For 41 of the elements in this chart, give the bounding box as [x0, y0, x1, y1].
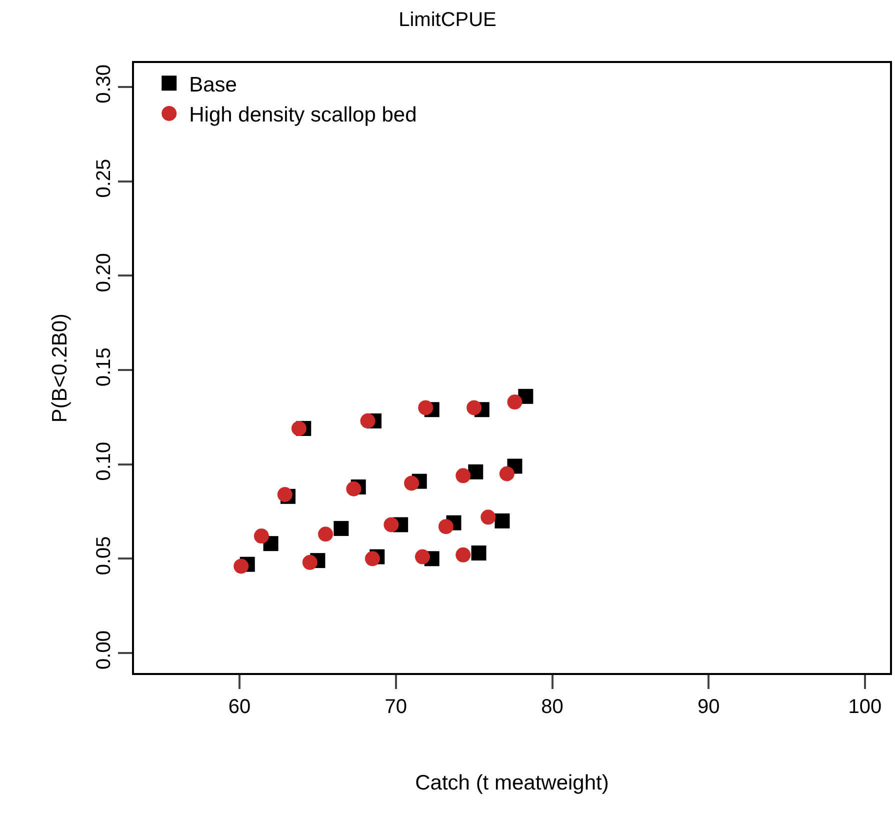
x-axis-title: Catch (t meatweight) [415, 772, 609, 795]
legend-label: Base [189, 73, 237, 96]
point [254, 528, 269, 544]
point [418, 400, 434, 416]
point [499, 466, 514, 482]
point [507, 394, 522, 410]
point [234, 558, 249, 574]
point [318, 526, 334, 542]
point [346, 481, 362, 496]
y-tick-label: 0.30 [93, 64, 115, 104]
x-tick-label: 100 [848, 696, 882, 718]
point [468, 464, 484, 480]
legend-label: High density scallop bed [189, 104, 417, 127]
y-tick-label: 0.05 [93, 536, 115, 576]
point [364, 551, 380, 566]
point [384, 517, 399, 532]
point [404, 476, 420, 491]
y-tick-label: 0.00 [93, 630, 115, 670]
point [466, 400, 482, 416]
point [438, 519, 454, 534]
x-tick-label: 70 [384, 696, 408, 718]
x-tick-label: 90 [697, 696, 720, 718]
point [302, 554, 318, 570]
point [471, 546, 486, 560]
y-axis-title: P(B<0.2B0) [48, 313, 72, 423]
point [480, 510, 496, 525]
point [334, 520, 349, 536]
x-tick-label: 60 [228, 696, 251, 718]
point [456, 468, 471, 484]
point [277, 487, 292, 502]
point [291, 420, 306, 436]
point [414, 549, 430, 564]
y-tick-label: 0.10 [93, 442, 115, 481]
x-tick-label: 80 [541, 696, 564, 718]
y-tick-label: 0.25 [93, 158, 115, 198]
y-tick-label: 0.20 [93, 253, 115, 292]
chart-title: LimitCPUE [398, 9, 496, 32]
y-tick-label: 0.15 [93, 348, 115, 386]
point [494, 513, 510, 528]
point [360, 413, 376, 428]
point [456, 547, 471, 562]
